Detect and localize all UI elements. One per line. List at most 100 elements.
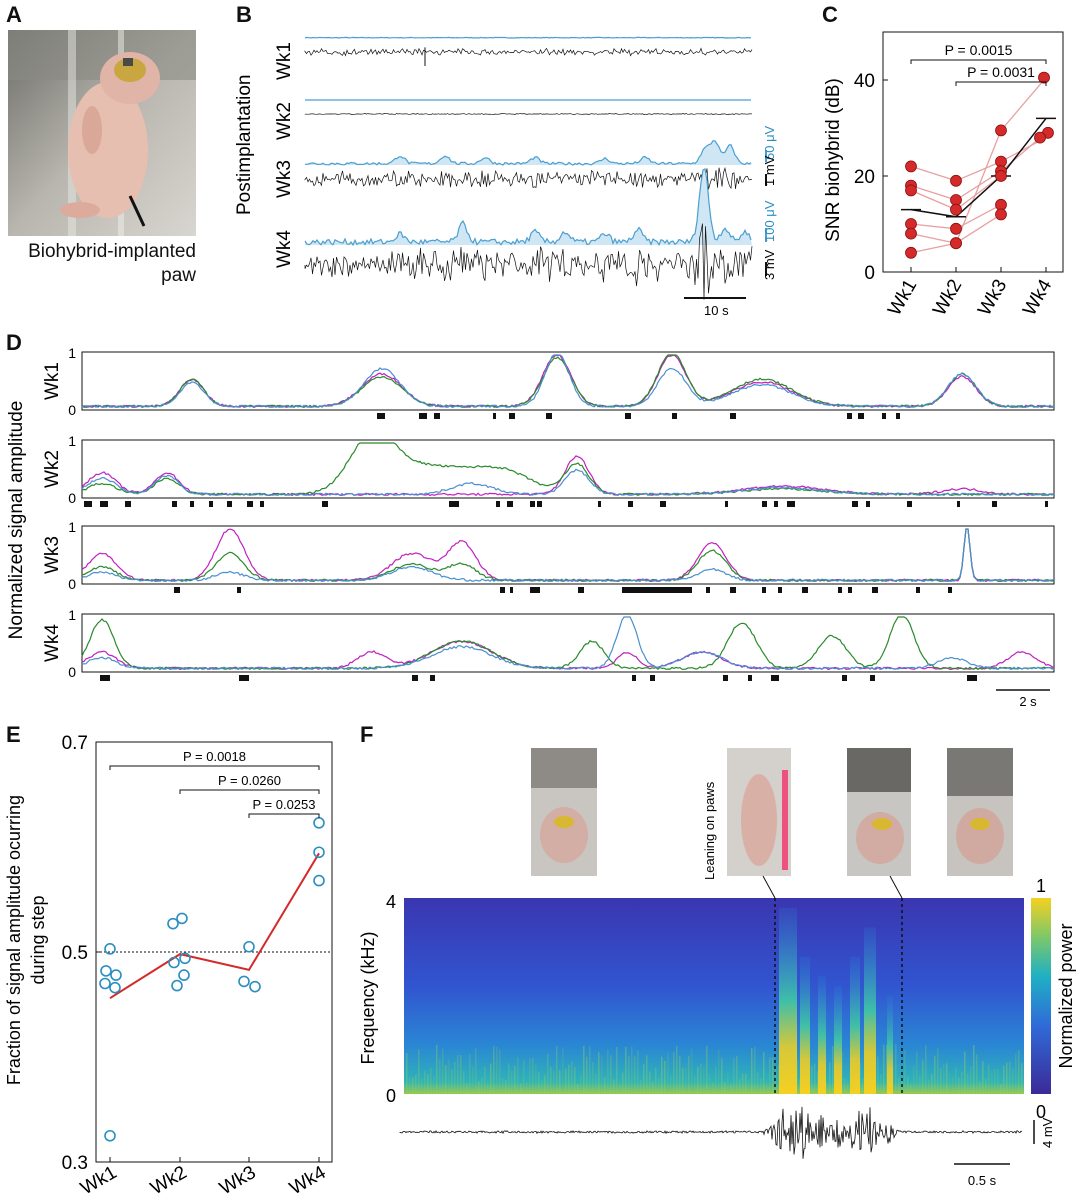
spectrogram-texture bbox=[982, 1061, 984, 1094]
spectrogram-texture bbox=[502, 1078, 504, 1094]
raw-trace-3 bbox=[304, 166, 753, 190]
d-step-marker bbox=[493, 413, 496, 419]
d-step-marker bbox=[578, 587, 584, 593]
panel-e-ylabel-line1: Fraction of signal amplitude ocurring bbox=[4, 795, 24, 1085]
spectrogram-texture bbox=[961, 1071, 963, 1094]
d-row-axes bbox=[81, 613, 1055, 673]
panel-f-spectrogram: Leaning on paws Frequency (kHz) 4 0 1 0 … bbox=[358, 748, 1076, 1188]
d-step-marker bbox=[500, 587, 505, 593]
e-ytick-label: 0.3 bbox=[62, 1153, 88, 1174]
spectrogram-texture bbox=[730, 1083, 732, 1094]
d-step-marker bbox=[628, 501, 633, 507]
colorbar-tick-1: 1 bbox=[1036, 876, 1046, 896]
spectrogram-texture bbox=[619, 1082, 621, 1094]
spectrogram-texture bbox=[610, 1055, 612, 1094]
spectrogram-texture bbox=[922, 1060, 924, 1094]
spectrogram-texture bbox=[754, 1046, 756, 1094]
d-series-line bbox=[81, 468, 1055, 497]
raw-trace-4 bbox=[304, 223, 753, 300]
spectrogram-texture bbox=[511, 1070, 513, 1094]
spectrogram-texture bbox=[535, 1064, 537, 1094]
c-data-point bbox=[905, 160, 917, 173]
e-data-point bbox=[238, 975, 250, 988]
time-scale-label-f: 0.5 s bbox=[968, 1173, 997, 1188]
e-sig-bracket bbox=[248, 813, 320, 818]
spectrogram-texture bbox=[679, 1056, 681, 1094]
e-data-point bbox=[313, 874, 325, 887]
spectrogram-texture bbox=[712, 1082, 714, 1094]
e-data-point bbox=[171, 979, 183, 992]
spectrogram-texture bbox=[880, 1074, 882, 1094]
spectrogram-texture bbox=[937, 1048, 939, 1094]
d-step-marker bbox=[852, 501, 858, 507]
e-data-point bbox=[168, 956, 180, 969]
spectrogram-texture bbox=[652, 1081, 654, 1094]
envelope-trace-4 bbox=[304, 167, 752, 247]
spectrogram-texture bbox=[952, 1076, 954, 1094]
spectrogram-texture bbox=[940, 1068, 942, 1094]
spectrogram-texture bbox=[661, 1056, 663, 1094]
d-step-marker bbox=[838, 587, 842, 593]
panel-letter-e: E bbox=[6, 722, 21, 747]
spectrogram-texture bbox=[649, 1071, 651, 1094]
panel-d-amplitude-chart: Normalized signal amplitude 1 0 Wk1 1 0 Wk2 1 0… bbox=[6, 345, 1055, 709]
spectrogram-texture bbox=[550, 1066, 552, 1094]
spectrogram-texture bbox=[571, 1061, 573, 1094]
spectrogram-texture bbox=[991, 1070, 993, 1094]
spectrogram-texture bbox=[709, 1073, 711, 1094]
spectrogram-texture bbox=[994, 1069, 996, 1094]
d-ytick-0: 0 bbox=[68, 490, 76, 506]
colorbar-label: Normalized power bbox=[1056, 923, 1076, 1068]
c-subject-line bbox=[910, 165, 957, 182]
c-data-point bbox=[905, 184, 917, 197]
spectrogram-texture bbox=[541, 1079, 543, 1094]
spectrogram-texture bbox=[1018, 1050, 1020, 1094]
scale-label-env-wk3: 50 μV bbox=[762, 125, 777, 160]
spectrogram-texture bbox=[418, 1049, 420, 1094]
spectrogram-texture bbox=[1015, 1053, 1017, 1094]
spectrogram-texture bbox=[427, 1074, 429, 1094]
spectrogram-image bbox=[404, 898, 1024, 1094]
d-step-marker bbox=[847, 413, 852, 419]
spectrogram-burst bbox=[834, 986, 842, 1094]
spectrogram-texture bbox=[556, 1045, 558, 1094]
spectrogram-texture bbox=[625, 1046, 627, 1094]
spectrogram-texture bbox=[676, 1045, 678, 1094]
panel-e-ylabel-line2: during step bbox=[28, 895, 48, 984]
d-step-marker bbox=[802, 587, 808, 593]
d-series-line bbox=[81, 616, 1055, 671]
spectrogram-texture bbox=[721, 1058, 723, 1094]
photo-biohybrid-mouse bbox=[8, 30, 196, 236]
photo-3-pointer bbox=[889, 875, 903, 899]
spectrogram-texture bbox=[751, 1047, 753, 1094]
c-mean-line bbox=[910, 117, 1047, 218]
d-step-marker bbox=[190, 501, 194, 507]
d-step-marker bbox=[100, 501, 108, 507]
d-step-marker bbox=[650, 675, 655, 681]
spectrogram-texture bbox=[520, 1083, 522, 1094]
spectrogram-texture bbox=[1003, 1065, 1005, 1094]
spectrogram-texture bbox=[505, 1079, 507, 1094]
d-step-marker bbox=[537, 501, 542, 507]
scale-label-raw-f: 4 mV bbox=[1040, 1117, 1055, 1148]
spectrogram-texture bbox=[913, 1066, 915, 1094]
spectrogram-burst bbox=[800, 956, 810, 1094]
spectrogram-texture bbox=[760, 1078, 762, 1094]
spectrogram-texture bbox=[772, 1057, 774, 1094]
panel-c-snr-chart: SNR biohybrid (dB) 0 20 40 Wk1 Wk2 Wk3 Wk4 P =… bbox=[823, 31, 1064, 319]
spectrogram-texture bbox=[445, 1065, 447, 1094]
c-subject-line bbox=[955, 161, 1002, 182]
photo-2-pointer bbox=[762, 875, 776, 899]
spectrogram-texture bbox=[886, 1044, 888, 1094]
spectrogram-texture bbox=[967, 1073, 969, 1094]
d-ytick-0: 0 bbox=[68, 664, 76, 680]
d-step-marker bbox=[632, 675, 636, 681]
d-ytick-1: 1 bbox=[68, 345, 76, 361]
spectrogram-texture bbox=[544, 1075, 546, 1094]
time-scale-label-d: 2 s bbox=[1019, 694, 1037, 709]
d-step-marker bbox=[842, 675, 847, 681]
spectrogram-texture bbox=[574, 1066, 576, 1094]
photo-caption-line1: Biohybrid-implanted bbox=[28, 241, 196, 262]
e-data-point bbox=[243, 940, 255, 953]
c-data-point bbox=[1034, 131, 1046, 144]
